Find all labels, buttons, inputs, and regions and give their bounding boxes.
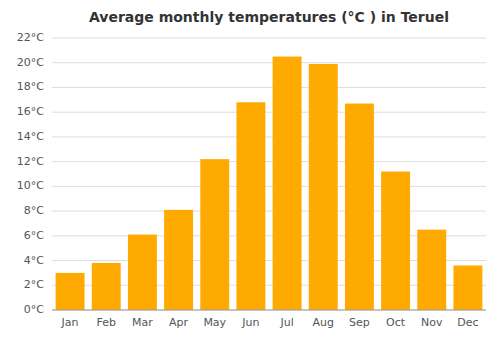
chart-container: 0°C 2°C 4°C 6°C 8°C 10°C 12°C 14°C 16°C 18°C 20°C 2…	[0, 0, 500, 350]
bar	[417, 230, 446, 310]
bar	[128, 235, 157, 310]
y-tick-label: 18°C	[17, 80, 44, 93]
x-tick-label: Nov	[421, 316, 443, 329]
grid-line	[52, 38, 486, 39]
y-tick-label: 16°C	[17, 105, 44, 118]
x-tick-label: May	[203, 316, 226, 329]
y-tick-label: 10°C	[17, 179, 44, 192]
grid-line	[52, 211, 486, 212]
y-tick-label: 2°C	[24, 278, 44, 291]
bar	[92, 263, 121, 310]
bar	[236, 102, 265, 310]
y-tick-label: 8°C	[24, 204, 44, 217]
x-tick-label: Oct	[386, 316, 406, 329]
x-tick-label: Dec	[457, 316, 478, 329]
x-tick-labels: Jan Feb Mar Apr May Jun Jul Aug Sep Oct Nov Dec	[61, 316, 479, 329]
y-tick-label: 22°C	[17, 31, 44, 44]
grid-line	[52, 186, 486, 187]
bar	[273, 57, 302, 310]
grid-line	[52, 161, 486, 162]
x-tick-label: Jul	[279, 316, 293, 329]
grid-line	[52, 112, 486, 113]
y-tick-label: 14°C	[17, 130, 44, 143]
title: Average monthly temperatures (°C ) in Te…	[89, 9, 449, 25]
bar	[345, 104, 374, 310]
grid-line	[52, 136, 486, 137]
x-tick-label: Mar	[132, 316, 153, 329]
y-tick-label: 4°C	[24, 254, 44, 267]
x-tick-label: Aug	[313, 316, 334, 329]
grid-line	[52, 87, 486, 88]
bars	[56, 57, 483, 310]
bar	[164, 210, 193, 310]
y-tick-labels: 0°C 2°C 4°C 6°C 8°C 10°C 12°C 14°C 16°C 18°C 20°C 2…	[17, 31, 44, 316]
y-grid	[52, 38, 486, 310]
background	[0, 0, 500, 350]
bar	[56, 273, 85, 310]
x-tick-label: Sep	[349, 316, 370, 329]
bar	[453, 265, 482, 310]
bar	[309, 64, 338, 310]
x-tick-label: Feb	[97, 316, 116, 329]
x-axis-line	[52, 310, 486, 311]
x-tick-label: Jan	[61, 316, 79, 329]
grid-line	[52, 310, 486, 311]
bar	[200, 159, 229, 310]
chart-svg: 0°C 2°C 4°C 6°C 8°C 10°C 12°C 14°C 16°C 18°C 20°C 2…	[0, 0, 500, 350]
y-tick-label: 6°C	[24, 229, 44, 242]
x-tick-label: Jun	[241, 316, 259, 329]
y-tick-label: 20°C	[17, 56, 44, 69]
y-tick-label: 0°C	[24, 303, 44, 316]
x-tick-label: Apr	[169, 316, 189, 329]
bar	[381, 172, 410, 310]
grid-line	[52, 62, 486, 63]
y-tick-label: 12°C	[17, 155, 44, 168]
